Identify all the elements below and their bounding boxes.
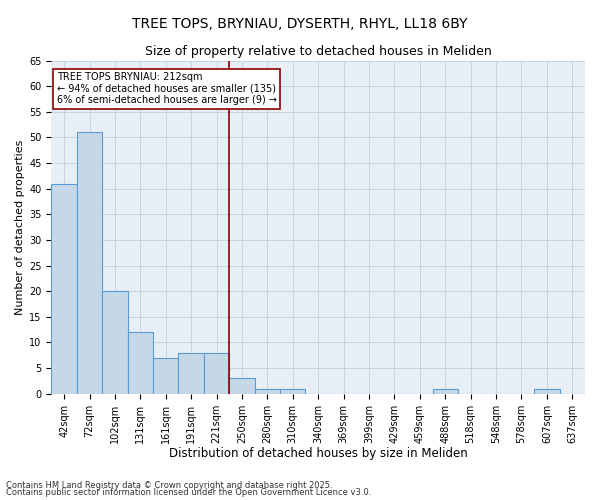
- Bar: [433, 388, 458, 394]
- Bar: [254, 388, 280, 394]
- Bar: [153, 358, 178, 394]
- Y-axis label: Number of detached properties: Number of detached properties: [15, 140, 25, 315]
- Bar: [204, 352, 229, 394]
- Text: TREE TOPS BRYNIAU: 212sqm
← 94% of detached houses are smaller (135)
6% of semi-: TREE TOPS BRYNIAU: 212sqm ← 94% of detac…: [57, 72, 277, 106]
- Bar: [102, 291, 128, 394]
- Bar: [534, 388, 560, 394]
- Text: TREE TOPS, BRYNIAU, DYSERTH, RHYL, LL18 6BY: TREE TOPS, BRYNIAU, DYSERTH, RHYL, LL18 …: [132, 18, 468, 32]
- Bar: [52, 184, 77, 394]
- Title: Size of property relative to detached houses in Meliden: Size of property relative to detached ho…: [145, 45, 491, 58]
- Bar: [280, 388, 305, 394]
- Bar: [77, 132, 102, 394]
- Text: Contains public sector information licensed under the Open Government Licence v3: Contains public sector information licen…: [6, 488, 371, 497]
- Bar: [178, 352, 204, 394]
- X-axis label: Distribution of detached houses by size in Meliden: Distribution of detached houses by size …: [169, 447, 467, 460]
- Text: Contains HM Land Registry data © Crown copyright and database right 2025.: Contains HM Land Registry data © Crown c…: [6, 480, 332, 490]
- Bar: [229, 378, 254, 394]
- Bar: [128, 332, 153, 394]
